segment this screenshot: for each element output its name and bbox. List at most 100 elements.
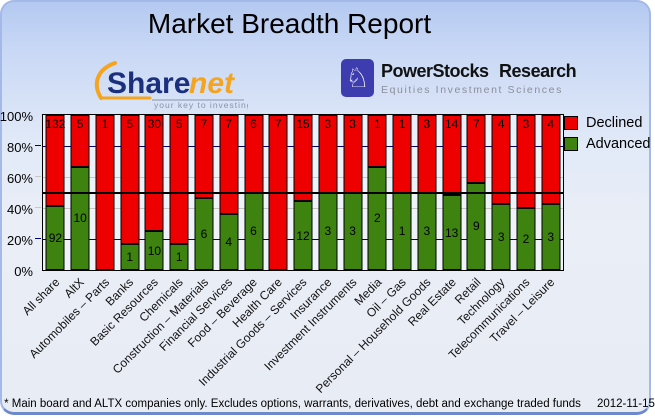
- declined-count: 14: [444, 117, 459, 131]
- y-tick-label: 0%: [14, 263, 33, 279]
- declined-count: 7: [274, 117, 282, 131]
- declined-segment: 3: [318, 115, 338, 193]
- advanced-count: 92: [48, 231, 63, 246]
- legend-label: Declined: [586, 115, 643, 131]
- advanced-count: 1: [398, 224, 406, 239]
- footnote-text: * Main board and ALTX companies only. Ex…: [4, 398, 581, 410]
- bar-industrial-goods-services: 15 12: [291, 115, 316, 270]
- advanced-segment: 2: [367, 166, 387, 270]
- declined-segment: 4: [491, 115, 511, 204]
- swoosh-icon: [94, 61, 117, 100]
- declined-count: 1: [373, 117, 381, 131]
- y-tick-mark: [35, 238, 41, 239]
- declined-count: 1: [101, 117, 109, 131]
- advanced-segment: 3: [343, 192, 363, 270]
- advanced-segment: 3: [541, 203, 561, 270]
- legend-item-advanced: Advanced: [564, 136, 651, 152]
- sharenet-tagline: your key to investing: [154, 100, 248, 110]
- advanced-segment: 10: [144, 231, 164, 270]
- knight-glyph: ♘: [345, 62, 370, 93]
- legend-swatch-advanced: [564, 137, 578, 151]
- advanced-segment: 3: [417, 192, 437, 270]
- legend-swatch-declined: [564, 116, 578, 130]
- advanced-count: 2: [373, 211, 381, 226]
- advanced-segment: 3: [318, 192, 338, 270]
- declined-count: 30: [147, 117, 162, 131]
- declined-count: 1: [398, 117, 406, 131]
- advanced-count: 1: [175, 250, 183, 265]
- stacked-bar: 132 92: [45, 115, 65, 270]
- y-tick-label: 20%: [6, 232, 33, 248]
- declined-count: 3: [423, 117, 431, 131]
- advanced-count: 3: [547, 229, 555, 244]
- declined-count: 7: [200, 117, 208, 131]
- y-tick-mark: [35, 207, 41, 208]
- page-title: Market Breadth Report: [147, 8, 432, 39]
- declined-segment: 3: [343, 115, 363, 193]
- y-tick-label: 80%: [6, 139, 33, 155]
- advanced-segment: 1: [169, 244, 189, 270]
- advanced-count: 13: [444, 225, 459, 240]
- advanced-count: 1: [126, 250, 134, 265]
- y-axis: 100% 80% 60% 40% 20% 0%: [0, 109, 42, 279]
- report-date: 2012-11-15: [596, 398, 655, 410]
- advanced-segment: 13: [442, 195, 462, 270]
- declined-segment: 3: [516, 115, 536, 208]
- advanced-segment: 1: [120, 244, 140, 270]
- declined-count: 5: [126, 117, 134, 131]
- category-label-all-share: All share: [19, 275, 63, 319]
- advanced-count: 3: [497, 229, 505, 244]
- powerstocks-text: PowerStocks Research Equities Investment…: [381, 59, 577, 96]
- advanced-segment: 6: [244, 192, 263, 270]
- advanced-count: 6: [250, 224, 257, 239]
- advanced-count: 12: [296, 228, 310, 243]
- powerstocks-logo: ♘ PowerStocks Research Equities Investme…: [341, 59, 577, 97]
- y-tick-label: 100%: [0, 108, 33, 124]
- declined-segment: 7: [219, 115, 239, 214]
- declined-segment: 4: [541, 115, 561, 204]
- advanced-segment: 6: [194, 198, 214, 270]
- advanced-segment: 3: [491, 203, 511, 270]
- declined-segment: 1: [392, 115, 412, 193]
- declined-segment: 5: [169, 115, 189, 245]
- declined-count: 4: [547, 117, 555, 131]
- legend-label: Advanced: [586, 136, 651, 152]
- declined-count: 5: [76, 117, 84, 131]
- declined-count: 7: [473, 117, 480, 131]
- sharenet-wordmark-net: net: [189, 67, 236, 100]
- advanced-count: 3: [349, 224, 356, 239]
- declined-segment: 1: [367, 115, 387, 167]
- sharenet-wordmark-share: Share: [107, 67, 190, 100]
- bars-container: 132 92 5 10 1 5 1 30 10 5 1 7 6 7 4 6 6 7 15 12 3 3 3 3 1 2 1 1 3 3 14…: [43, 115, 563, 270]
- advanced-count: 2: [522, 232, 530, 246]
- chess-knight-icon: ♘: [341, 59, 374, 97]
- declined-count: 7: [225, 117, 233, 131]
- stacked-bar: 30 10: [144, 115, 164, 270]
- declined-segment: 14: [442, 115, 462, 196]
- legend-item-declined: Declined: [564, 115, 651, 131]
- bar-real-estate: 14 13: [439, 115, 464, 270]
- declined-segment: 7: [466, 115, 486, 183]
- stacked-bar: 15 12: [293, 115, 313, 270]
- declined-count: 4: [497, 117, 505, 131]
- bar-basic-resources: 30 10: [142, 115, 167, 270]
- powerstocks-name: PowerStocks Research: [381, 61, 577, 81]
- declined-segment: 5: [70, 115, 90, 167]
